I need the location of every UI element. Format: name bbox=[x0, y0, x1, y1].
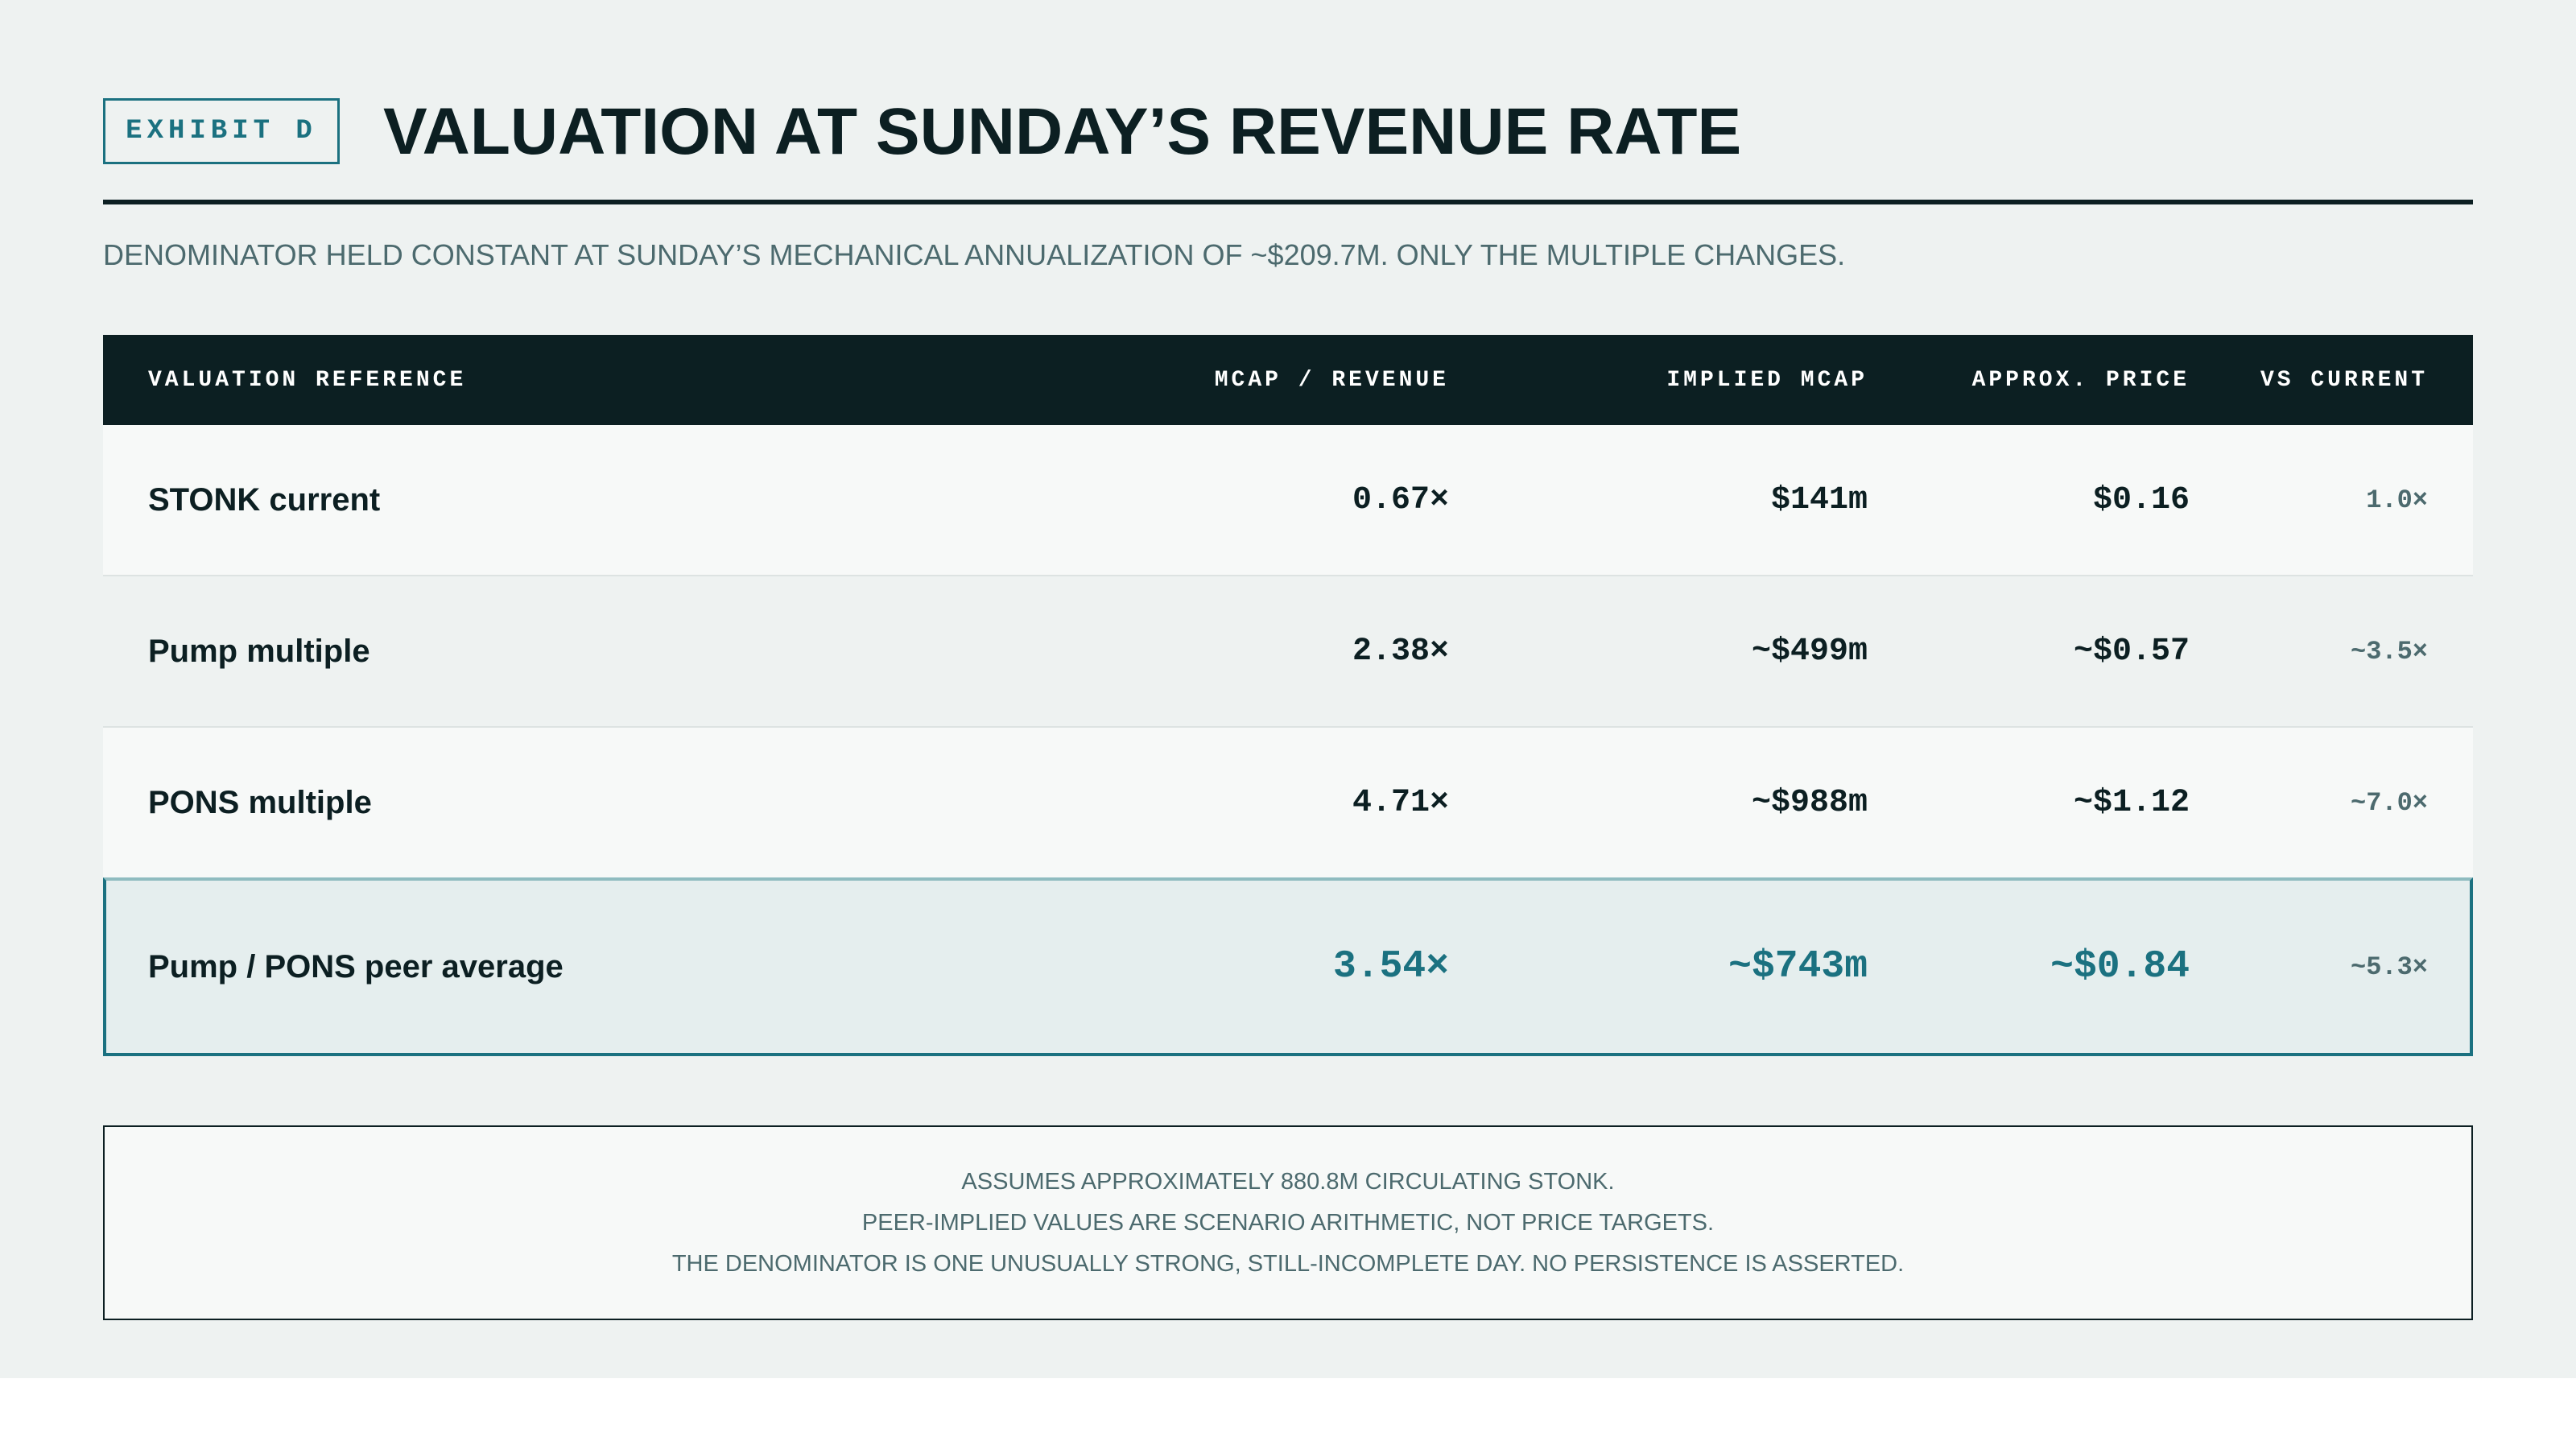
row-price: ~$0.57 bbox=[2073, 633, 2190, 670]
row-reference: Pump multiple bbox=[148, 633, 370, 669]
column-header-vs-current: VS CURRENT bbox=[2260, 367, 2428, 393]
valuation-table: VALUATION REFERENCE MCAP / REVENUE IMPLI… bbox=[103, 335, 2473, 1056]
column-header-multiple: MCAP / REVENUE bbox=[1214, 367, 1449, 393]
row-reference: PONS multiple bbox=[148, 784, 372, 820]
row-multiple: 4.71× bbox=[1352, 784, 1449, 821]
row-implied-mcap: ~$988m bbox=[1751, 784, 1868, 821]
page-title: VALUATION AT SUNDAY’S REVENUE RATE bbox=[383, 95, 1742, 168]
row-implied-mcap: $141m bbox=[1770, 481, 1868, 518]
row-price: ~$1.12 bbox=[2073, 784, 2190, 821]
row-vs-current: 1.0× bbox=[2366, 485, 2428, 515]
row-implied-mcap: ~$499m bbox=[1751, 633, 1868, 670]
row-multiple: 2.38× bbox=[1352, 633, 1449, 670]
row-reference: STONK current bbox=[148, 481, 381, 518]
note-line: THE DENOMINATOR IS ONE UNUSUALLY STRONG,… bbox=[671, 1250, 1905, 1277]
exhibit-tag: EXHIBIT D bbox=[103, 98, 340, 164]
column-header-implied-mcap: IMPLIED MCAP bbox=[1666, 367, 1868, 393]
table-row-pump-multiple: Pump multiple 2.38× ~$499m ~$0.57 ~3.5× bbox=[103, 576, 2473, 728]
assumptions-note-box: ASSUMES APPROXIMATELY 880.8M CIRCULATING… bbox=[103, 1125, 2473, 1320]
row-reference: Pump / PONS peer average bbox=[148, 948, 564, 985]
note-line: ASSUMES APPROXIMATELY 880.8M CIRCULATING… bbox=[961, 1168, 1615, 1195]
page-subtitle: DENOMINATOR HELD CONSTANT AT SUNDAY’S ME… bbox=[103, 238, 1846, 271]
row-price: ~$0.84 bbox=[2050, 945, 2190, 989]
row-multiple: 3.54× bbox=[1332, 945, 1449, 989]
column-header-reference: VALUATION REFERENCE bbox=[148, 367, 467, 393]
row-multiple: 0.67× bbox=[1352, 481, 1449, 518]
exhibit-header: EXHIBIT D VALUATION AT SUNDAY’S REVENUE … bbox=[103, 95, 2473, 204]
row-implied-mcap: ~$743m bbox=[1728, 945, 1868, 989]
table-row-peer-average-highlighted: Pump / PONS peer average 3.54× ~$743m ~$… bbox=[103, 877, 2473, 1056]
row-price: $0.16 bbox=[2092, 481, 2190, 518]
note-line: PEER-IMPLIED VALUES ARE SCENARIO ARITHME… bbox=[861, 1209, 1715, 1236]
row-vs-current: ~7.0× bbox=[2350, 787, 2428, 818]
column-header-price: APPROX. PRICE bbox=[1971, 367, 2190, 393]
table-row-stonk-current: STONK current 0.67× $141m $0.16 1.0× bbox=[103, 425, 2473, 576]
table-row-pons-multiple: PONS multiple 4.71× ~$988m ~$1.12 ~7.0× bbox=[103, 728, 2473, 877]
table-header-row: VALUATION REFERENCE MCAP / REVENUE IMPLI… bbox=[103, 335, 2473, 425]
row-vs-current: ~5.3× bbox=[2350, 952, 2428, 982]
row-vs-current: ~3.5× bbox=[2350, 636, 2428, 667]
page-background: EXHIBIT D VALUATION AT SUNDAY’S REVENUE … bbox=[0, 0, 2576, 1378]
